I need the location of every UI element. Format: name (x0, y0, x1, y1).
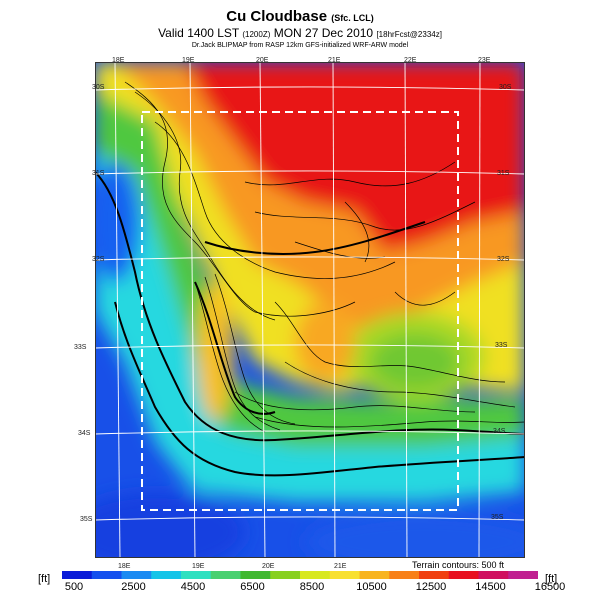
colorbar-tick-label: 500 (64, 581, 84, 593)
valid-prefix: Valid 1400 LST (158, 26, 240, 40)
lat-label-left: 35S (80, 516, 93, 523)
colorbar-swatch (359, 571, 390, 579)
colorbar-swatch (270, 571, 301, 579)
colorbar-tick-label: 14500 (475, 581, 506, 593)
inner-domain-box (141, 111, 459, 511)
colorbar-swatch (300, 571, 331, 579)
thick-contours (95, 171, 525, 477)
lat-label-left: 30S (92, 84, 105, 91)
valid-time-line: Valid 1400 LST (1200Z) MON 27 Dec 2010 [… (0, 26, 600, 40)
colorbar-tick-label: 12500 (415, 581, 447, 593)
lon-label-top: 21E (328, 57, 341, 64)
lat-label-right: 34S (493, 428, 506, 435)
lon-label-bottom: 20E (262, 563, 275, 570)
colorbar-tick-label: 8500 (299, 581, 325, 593)
lon-label-bottom: 18E (118, 563, 131, 570)
colorbar-swatch (181, 571, 212, 579)
lon-label-top: 22E (404, 57, 417, 64)
colorbar-swatch (329, 571, 360, 579)
colorbar-swatch (62, 571, 93, 579)
colorbar-tick-label: 4500 (180, 581, 206, 593)
map-frame (95, 62, 525, 558)
colorbar-unit-right: [ft] (545, 573, 558, 585)
lon-label-bottom: 21E (334, 563, 347, 570)
lon-label-top: 19E (182, 57, 195, 64)
colorbar-tick-label: 16500 (534, 581, 566, 593)
lat-label-left: 32S (92, 256, 105, 263)
colorbar-tick-label: 6500 (240, 581, 265, 593)
colorbar-swatch (121, 571, 152, 579)
model-credit: Dr.Jack BLIPMAP from RASP 12km GFS-initi… (191, 42, 409, 49)
colorbar-swatch (240, 571, 271, 579)
colorbar-swatch (419, 571, 450, 579)
colorbar-swatch (210, 571, 241, 579)
map-title-suffix: (Sfc. LCL) (331, 13, 374, 23)
lon-label-bottom: 19E (192, 563, 205, 570)
cloudbase-field (95, 62, 525, 558)
colorbar-tick-label: 2500 (121, 581, 146, 593)
colorbar-tick-label: 10500 (356, 581, 387, 593)
colorbar-swatch (91, 571, 122, 579)
lat-label-right: 35S (491, 514, 504, 521)
lon-label-top: 20E (256, 57, 269, 64)
valid-zone: (1200Z) (242, 30, 271, 39)
lon-label-top: 18E (112, 57, 125, 64)
valid-date: MON 27 Dec 2010 (273, 26, 374, 40)
cloudbase-map (95, 62, 525, 558)
colorbar-swatch (151, 571, 182, 579)
terrain-contours (124, 81, 525, 433)
lat-label-right: 30S (499, 84, 512, 91)
colorbar-swatch (508, 571, 538, 579)
lon-label-top: 23E (478, 57, 491, 64)
terrain-contours-note: Terrain contours: 500 ft (411, 560, 504, 570)
lat-label-right: 32S (497, 256, 510, 263)
valid-run: [18hrFcst@2334z] (376, 30, 442, 39)
colorbar (62, 571, 538, 579)
colorbar-swatch (448, 571, 479, 579)
lat-label-right: 33S (495, 342, 508, 349)
map-title: Cu Cloudbase (Sfc. LCL) (226, 8, 374, 25)
colorbar-unit-left: [ft] (38, 573, 51, 585)
colorbar-swatch (389, 571, 420, 579)
lat-label-left: 33S (74, 344, 87, 351)
colorbar-swatch (478, 571, 509, 579)
graticule (95, 62, 525, 558)
lat-label-left: 34S (78, 430, 91, 437)
lat-label-left: 31S (92, 170, 105, 177)
lat-label-right: 31S (497, 170, 510, 177)
